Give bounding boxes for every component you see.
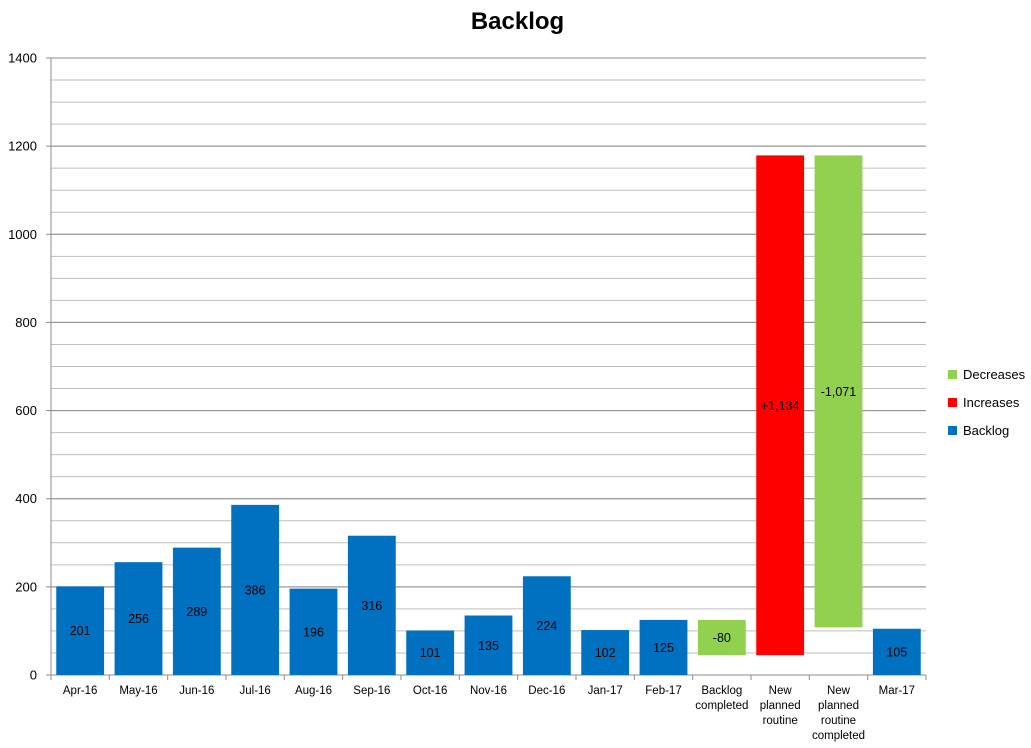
legend-label: Decreases xyxy=(963,366,1026,382)
y-tick-label: 200 xyxy=(15,579,37,594)
bar-backlog xyxy=(872,628,921,675)
x-category-label: New xyxy=(769,685,793,697)
legend-swatch xyxy=(948,369,957,379)
data-label: 289 xyxy=(186,605,207,619)
y-tick-label: 0 xyxy=(30,668,37,683)
x-category-label: New xyxy=(827,685,851,697)
bar-backlog xyxy=(289,588,338,675)
y-tick-label: 1200 xyxy=(8,139,37,154)
x-category-label: completed xyxy=(812,730,865,742)
data-label: +1,134 xyxy=(761,399,800,413)
bar-backlog xyxy=(231,504,280,675)
bar-backlog xyxy=(56,586,105,675)
bar-decreases xyxy=(697,619,746,656)
y-tick-label: 600 xyxy=(15,403,37,418)
legend-swatch xyxy=(948,397,957,407)
legend-label: Backlog xyxy=(963,422,1010,438)
bar-backlog xyxy=(522,576,571,675)
data-label: 386 xyxy=(245,583,266,597)
data-label: 135 xyxy=(478,639,499,653)
bar-increases xyxy=(756,155,805,656)
x-category-label: routine xyxy=(763,715,798,727)
data-label: 224 xyxy=(536,619,557,633)
data-label: 256 xyxy=(128,612,149,626)
bar-backlog xyxy=(464,615,513,675)
bar-backlog xyxy=(347,535,396,675)
chart-title: Backlog xyxy=(470,8,565,35)
legend-label: Increases xyxy=(963,394,1020,410)
x-category-label: Apr-16 xyxy=(63,685,98,697)
x-category-label: Jul-16 xyxy=(240,685,271,697)
x-category-label: Jan-17 xyxy=(588,685,623,697)
x-category-label: Oct-16 xyxy=(413,685,448,697)
x-category-label: Jun-16 xyxy=(179,685,214,697)
data-label: 105 xyxy=(886,645,907,659)
bar-decreases xyxy=(814,155,863,628)
bar-backlog xyxy=(114,562,163,675)
bar-backlog xyxy=(172,547,221,675)
x-category-label: Mar-17 xyxy=(879,685,915,697)
x-category-label: Sep-16 xyxy=(353,685,390,697)
bar-backlog xyxy=(406,630,455,675)
y-tick-label: 1400 xyxy=(8,51,37,66)
legend-item-decreases: Decreases xyxy=(948,360,1025,388)
data-label: 125 xyxy=(653,641,674,655)
x-category-label: May-16 xyxy=(119,685,157,697)
data-label: -80 xyxy=(713,631,731,645)
x-category-label: Aug-16 xyxy=(295,685,332,697)
y-tick-label: 400 xyxy=(15,491,37,506)
y-tick-label: 1000 xyxy=(8,227,37,242)
y-tick-label: 800 xyxy=(15,315,37,330)
x-category-label: routine xyxy=(821,715,856,727)
legend: Decreases Increases Backlog xyxy=(948,360,1025,444)
legend-item-increases: Increases xyxy=(948,388,1025,416)
legend-item-backlog: Backlog xyxy=(948,416,1025,444)
data-label: 201 xyxy=(70,624,91,638)
x-category-label: planned xyxy=(818,700,859,712)
x-category-label: Dec-16 xyxy=(528,685,565,697)
data-label: 196 xyxy=(303,625,324,639)
x-category-label: Nov-16 xyxy=(470,685,507,697)
data-label: -1,071 xyxy=(821,385,856,399)
x-category-label: Feb-17 xyxy=(645,685,681,697)
bar-backlog xyxy=(639,619,688,675)
bar-backlog xyxy=(581,630,630,675)
x-category-label: Backlog xyxy=(701,685,742,697)
legend-swatch xyxy=(948,425,957,435)
x-category-label: planned xyxy=(760,700,801,712)
data-label: 102 xyxy=(595,646,616,660)
x-category-label: completed xyxy=(695,700,748,712)
data-label: 316 xyxy=(361,599,382,613)
data-label: 101 xyxy=(420,646,441,660)
